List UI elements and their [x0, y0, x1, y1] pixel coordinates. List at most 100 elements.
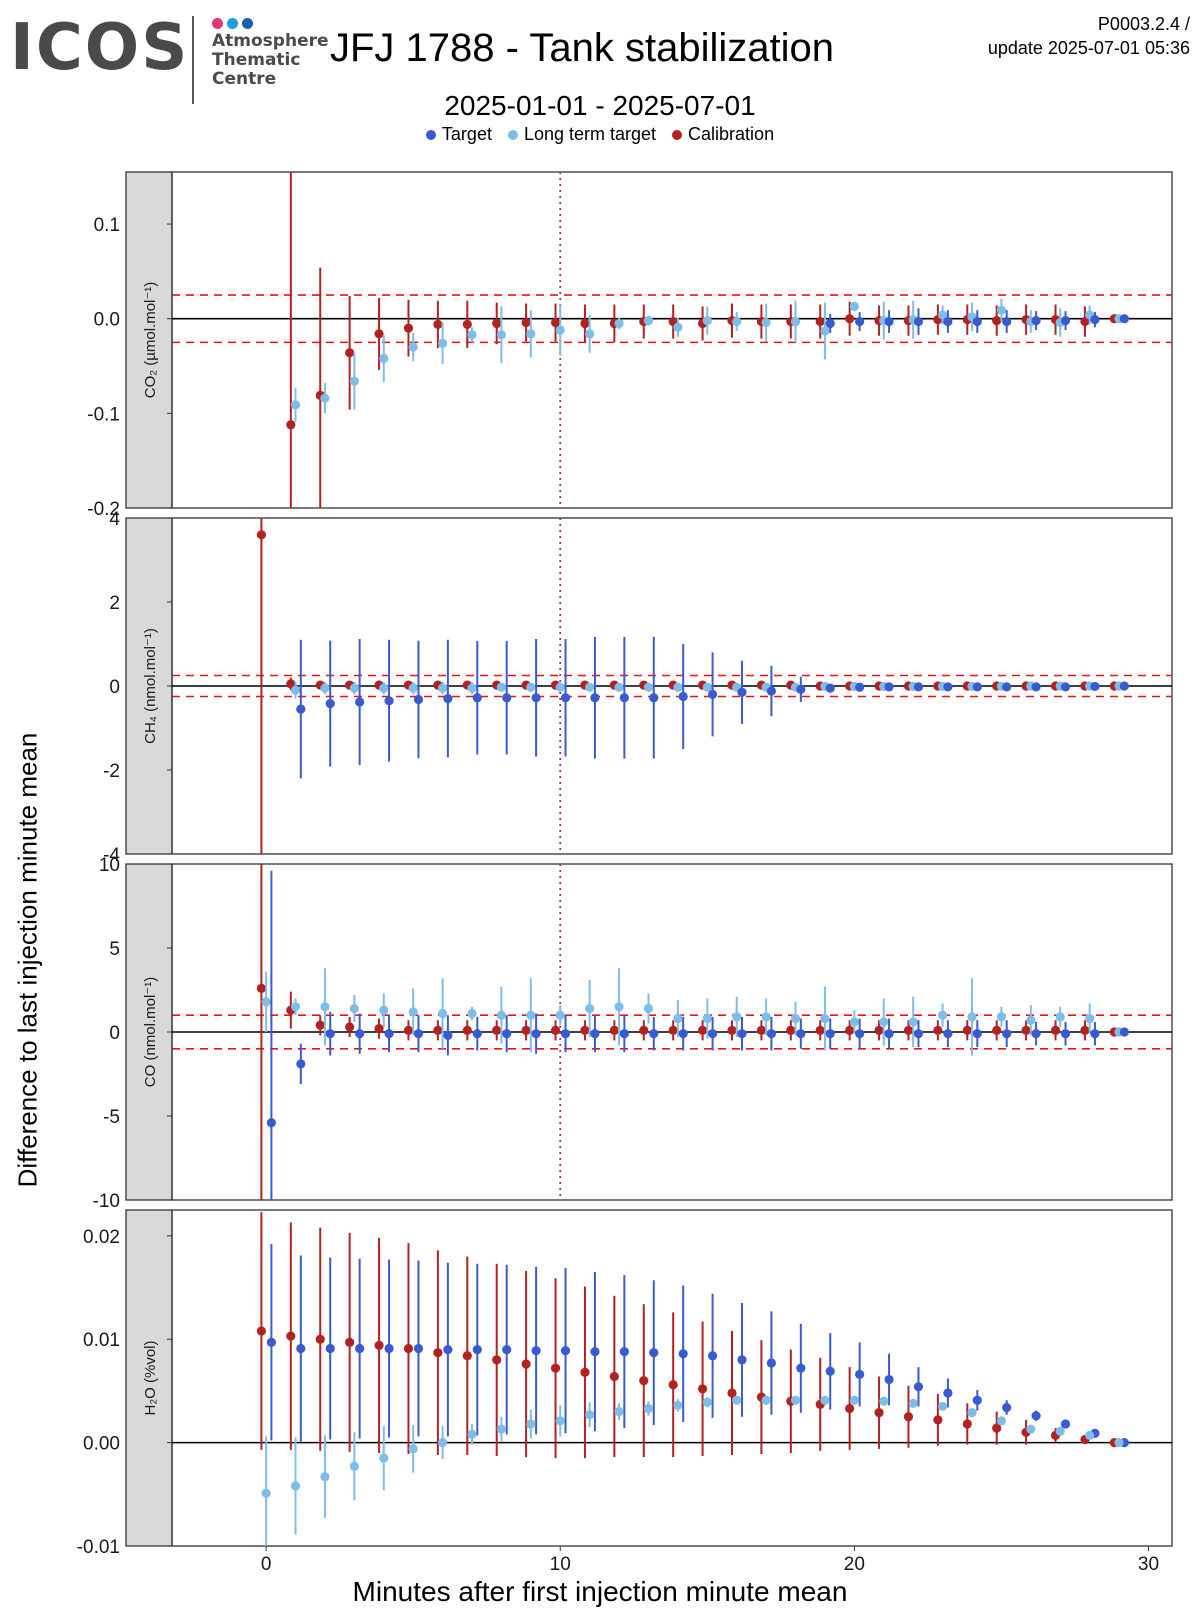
point-calibration: [315, 1334, 325, 1344]
point-target: [502, 1344, 512, 1355]
y-tick-label: 0.01: [83, 1330, 120, 1351]
point-calibration: [1080, 1025, 1090, 1035]
legend-item-target: Target: [425, 124, 492, 145]
panel-0: CO₂ (µmol.mol⁻¹) -0.2 -0.1 0.0 0.1: [87, 171, 1173, 520]
y-tick-label: 10: [99, 855, 120, 876]
legend-label: Calibration: [688, 124, 775, 144]
point-target: [1090, 681, 1100, 692]
point-calibration: [580, 318, 590, 329]
point-calibration: [1021, 1025, 1031, 1035]
point-calibration: [462, 319, 472, 329]
point-long-term-target: [790, 1013, 801, 1024]
point-target: [825, 1366, 835, 1376]
point-calibration: [550, 1025, 561, 1035]
point-target: [707, 1351, 718, 1361]
y-tick-label: 0.0: [94, 310, 120, 331]
point-calibration: [786, 1025, 796, 1035]
point-target: [266, 1118, 277, 1128]
point-long-term-target: [732, 1395, 742, 1405]
point-long-term-target: [1114, 1438, 1124, 1448]
point-calibration: [286, 679, 296, 689]
point-calibration: [462, 1351, 472, 1361]
point-long-term-target: [732, 316, 742, 327]
logo-dot-cyan: [227, 18, 238, 29]
legend-item-long-term-target: Long term target: [507, 124, 657, 145]
point-target: [972, 316, 982, 327]
point-target: [678, 1029, 688, 1039]
point-target: [413, 1343, 424, 1354]
version-info: P0003.2.4 / update 2025-07-01 05:36: [988, 12, 1190, 60]
point-target: [384, 1029, 394, 1039]
point-target: [855, 682, 865, 692]
y-tick-label: -0.01: [77, 1537, 120, 1558]
point-target: [1060, 315, 1071, 326]
x-tick-label: 20: [844, 1554, 865, 1575]
point-calibration: [727, 1025, 737, 1035]
point-target: [531, 1346, 541, 1356]
point-long-term-target: [379, 1453, 389, 1463]
point-target: [413, 694, 424, 705]
point-target: [619, 693, 629, 703]
panel-content: [172, 518, 1172, 854]
update-line: update 2025-07-01 05:36: [987, 38, 1190, 58]
point-calibration: [933, 1415, 943, 1425]
point-target: [560, 1346, 571, 1356]
point-calibration: [668, 1380, 678, 1390]
point-long-term-target: [526, 682, 536, 692]
point-long-term-target: [1055, 1426, 1065, 1436]
legend-swatch-calibration: [672, 129, 683, 140]
logo-dot-pink: [212, 18, 223, 29]
point-target: [766, 686, 777, 696]
point-long-term-target: [379, 683, 389, 693]
point-target: [649, 1029, 659, 1039]
point-long-term-target: [967, 1408, 977, 1418]
point-long-term-target: [996, 1012, 1007, 1022]
point-long-term-target: [937, 1401, 948, 1412]
point-long-term-target: [408, 342, 418, 352]
point-calibration: [374, 1024, 384, 1034]
point-long-term-target: [879, 1396, 889, 1406]
point-target: [1031, 1029, 1041, 1039]
point-calibration: [256, 1326, 267, 1336]
point-calibration: [580, 1367, 590, 1377]
panel-strip: [125, 171, 173, 509]
point-calibration: [492, 318, 502, 329]
point-calibration: [256, 530, 267, 540]
point-calibration: [609, 1025, 619, 1035]
point-long-term-target: [408, 1007, 418, 1017]
point-long-term-target: [349, 683, 359, 693]
legend-label: Target: [441, 124, 492, 144]
point-calibration: [580, 1025, 590, 1035]
point-calibration: [433, 1025, 443, 1035]
point-target: [1002, 1402, 1012, 1413]
point-long-term-target: [761, 1395, 771, 1405]
point-long-term-target: [643, 682, 654, 692]
y-tick-label: 2: [109, 593, 120, 614]
point-target: [707, 1029, 718, 1039]
point-target: [884, 316, 894, 327]
point-target: [1060, 682, 1071, 692]
point-target: [355, 1343, 365, 1354]
point-target: [266, 1337, 277, 1347]
point-target: [825, 318, 835, 329]
point-calibration: [433, 1348, 443, 1358]
point-target: [619, 1029, 629, 1039]
point-calibration: [962, 1025, 972, 1035]
point-calibration: [903, 1412, 914, 1422]
panel-content: [172, 864, 1172, 1200]
point-target: [1119, 314, 1129, 324]
point-target: [1060, 1419, 1071, 1429]
legend-label: Long term target: [523, 124, 657, 144]
point-long-term-target: [820, 1013, 830, 1024]
point-long-term-target: [790, 1395, 801, 1405]
point-long-term-target: [379, 1005, 389, 1015]
point-calibration: [521, 317, 531, 328]
point-long-term-target: [261, 1488, 271, 1498]
point-target: [737, 1355, 747, 1365]
point-calibration: [492, 1025, 502, 1035]
point-calibration: [609, 1371, 619, 1382]
point-target: [472, 1344, 482, 1355]
point-long-term-target: [437, 683, 448, 693]
point-calibration: [1050, 1025, 1061, 1035]
point-long-term-target: [996, 305, 1007, 315]
